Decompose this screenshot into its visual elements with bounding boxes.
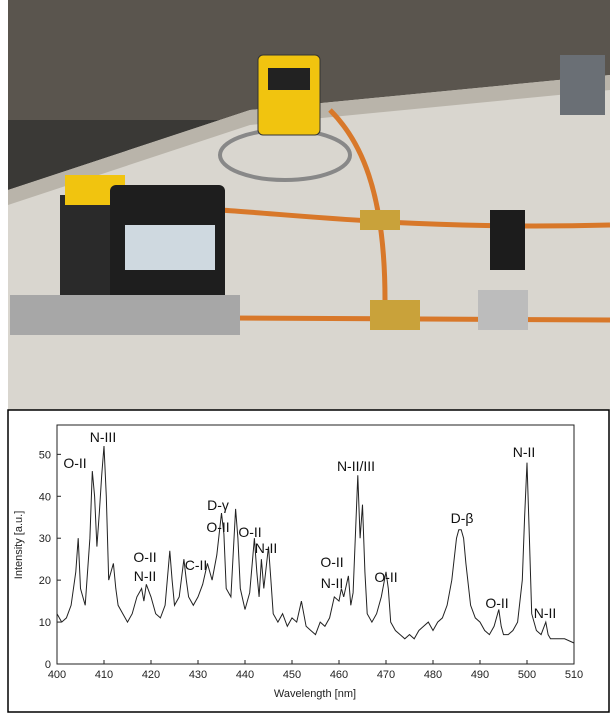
peak-label: N-II/III <box>337 458 375 474</box>
peak-label: N-II <box>513 444 536 460</box>
peak-label: O-II <box>206 519 229 535</box>
peak-label: O-II <box>485 595 508 611</box>
peak-label: O-II <box>320 554 343 570</box>
y-tick-label: 0 <box>45 659 51 671</box>
x-tick-label: 480 <box>424 669 442 681</box>
x-tick-label: 470 <box>377 669 395 681</box>
peak-label: N-III <box>90 429 116 445</box>
x-tick-label: 460 <box>330 669 348 681</box>
peak-label: O-II <box>133 549 156 565</box>
plot-area <box>56 424 575 665</box>
peak-label: N-II <box>134 568 157 584</box>
peak-label: D-γ <box>207 497 229 513</box>
x-tick-label: 440 <box>236 669 254 681</box>
x-axis-label: Wavelength [nm] <box>274 688 356 700</box>
x-tick-label: 510 <box>565 669 583 681</box>
spectrum-line <box>56 445 575 644</box>
photo <box>8 0 610 410</box>
y-tick-label: 50 <box>39 449 51 461</box>
x-tick-label: 500 <box>518 669 536 681</box>
y-tick-label: 20 <box>39 575 51 587</box>
peak-label: N-II <box>255 540 278 556</box>
peak-label: O-II <box>63 455 86 471</box>
peak-label: D-β <box>451 510 474 526</box>
y-tick-label: 30 <box>39 533 51 545</box>
peak-label: N-II <box>534 605 557 621</box>
x-tick-label: 420 <box>142 669 160 681</box>
x-tick-label: 410 <box>95 669 113 681</box>
peak-label: C-II <box>185 557 208 573</box>
y-axis-label: Intensity [a.u.] <box>13 511 25 579</box>
peak-label: N-II <box>321 575 344 591</box>
peak-label: O-II <box>238 524 261 540</box>
x-tick-label: 490 <box>471 669 489 681</box>
x-tick-label: 430 <box>189 669 207 681</box>
x-tick-label: 400 <box>48 669 66 681</box>
x-tick-label: 450 <box>283 669 301 681</box>
y-tick-label: 40 <box>39 491 51 503</box>
peak-label: O-II <box>374 569 397 585</box>
y-tick-label: 10 <box>39 617 51 629</box>
